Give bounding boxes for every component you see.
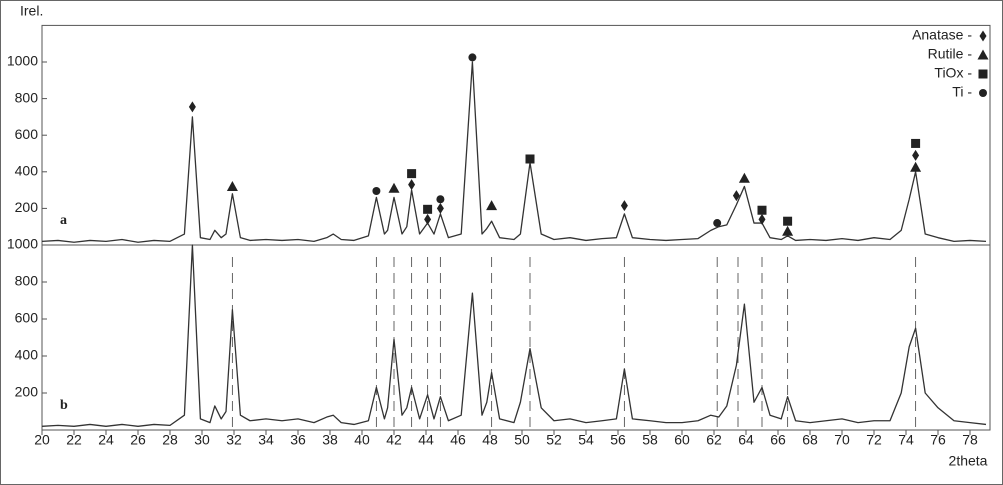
y-axis-label: Irel. [20, 3, 43, 19]
marker-square [757, 205, 767, 215]
legend-label: Rutile - [928, 46, 973, 62]
x-tick-label: 24 [98, 432, 114, 448]
marker-circle [372, 187, 381, 196]
x-axis-label: 2theta [949, 453, 988, 469]
marker-diamond [408, 179, 416, 191]
x-tick-label: 32 [226, 432, 242, 448]
marker-diamond [732, 190, 740, 202]
marker-triangle [226, 180, 238, 191]
marker-circle [979, 89, 987, 97]
marker-circle [436, 195, 445, 204]
legend-label: Ti - [952, 84, 972, 100]
marker-diamond [758, 213, 766, 225]
x-tick-label: 56 [610, 432, 626, 448]
diffraction-curve [41, 61, 987, 243]
y-tick-label: 400 [15, 163, 39, 179]
marker-diamond [979, 30, 987, 42]
x-tick-label: 44 [418, 432, 434, 448]
marker-diamond [424, 213, 432, 225]
diffraction-curve [41, 244, 987, 427]
x-tick-label: 68 [802, 432, 818, 448]
x-tick-label: 62 [706, 432, 722, 448]
y-tick-label: 1000 [7, 53, 38, 69]
marker-diamond [436, 202, 444, 214]
marker-square [407, 169, 417, 179]
marker-square [525, 154, 535, 164]
x-tick-label: 36 [290, 432, 306, 448]
marker-circle [713, 219, 722, 228]
marker-square [911, 138, 921, 148]
legend-label: Anatase - [912, 27, 972, 43]
marker-triangle [388, 182, 400, 193]
x-tick-label: 58 [642, 432, 658, 448]
x-tick-label: 66 [770, 432, 786, 448]
marker-triangle [782, 225, 794, 236]
panel-label: b [60, 398, 68, 413]
x-tick-label: 26 [130, 432, 146, 448]
marker-triangle [738, 172, 750, 183]
x-tick-label: 34 [258, 432, 274, 448]
y-tick-label: 200 [15, 199, 39, 215]
x-tick-label: 72 [866, 432, 882, 448]
marker-triangle [910, 161, 922, 172]
y-tick-label: 400 [15, 347, 39, 363]
x-tick-label: 46 [450, 432, 466, 448]
y-tick-label: 200 [15, 384, 39, 400]
x-tick-label: 70 [834, 432, 850, 448]
y-tick-label: 600 [15, 126, 39, 142]
marker-square [423, 204, 433, 214]
x-tick-label: 54 [578, 432, 594, 448]
marker-circle [468, 53, 477, 62]
y-tick-label: 600 [15, 310, 39, 326]
x-tick-label: 78 [962, 432, 978, 448]
x-tick-label: 60 [674, 432, 690, 448]
x-tick-label: 42 [386, 432, 402, 448]
x-tick-label: 52 [546, 432, 562, 448]
panel-label: a [60, 213, 67, 228]
x-tick-label: 38 [322, 432, 338, 448]
y-tick-label: 1000 [7, 236, 38, 252]
marker-diamond [620, 200, 628, 212]
marker-square [978, 69, 988, 79]
x-tick-label: 22 [66, 432, 82, 448]
x-tick-label: 48 [482, 432, 498, 448]
marker-triangle [977, 49, 989, 60]
x-tick-label: 76 [930, 432, 946, 448]
x-tick-label: 64 [738, 432, 754, 448]
y-tick-label: 800 [15, 273, 39, 289]
marker-diamond [912, 149, 920, 161]
marker-triangle [486, 200, 498, 211]
marker-diamond [188, 101, 196, 113]
y-tick-label: 800 [15, 89, 39, 105]
plot-area [41, 24, 991, 431]
x-tick-label: 40 [354, 432, 370, 448]
x-tick-label: 30 [194, 432, 210, 448]
marker-square [783, 216, 793, 226]
x-tick-label: 74 [898, 432, 914, 448]
x-tick-label: 20 [34, 432, 50, 448]
legend-label: TiOx - [934, 65, 972, 81]
x-tick-label: 28 [162, 432, 178, 448]
x-tick-label: 50 [514, 432, 530, 448]
